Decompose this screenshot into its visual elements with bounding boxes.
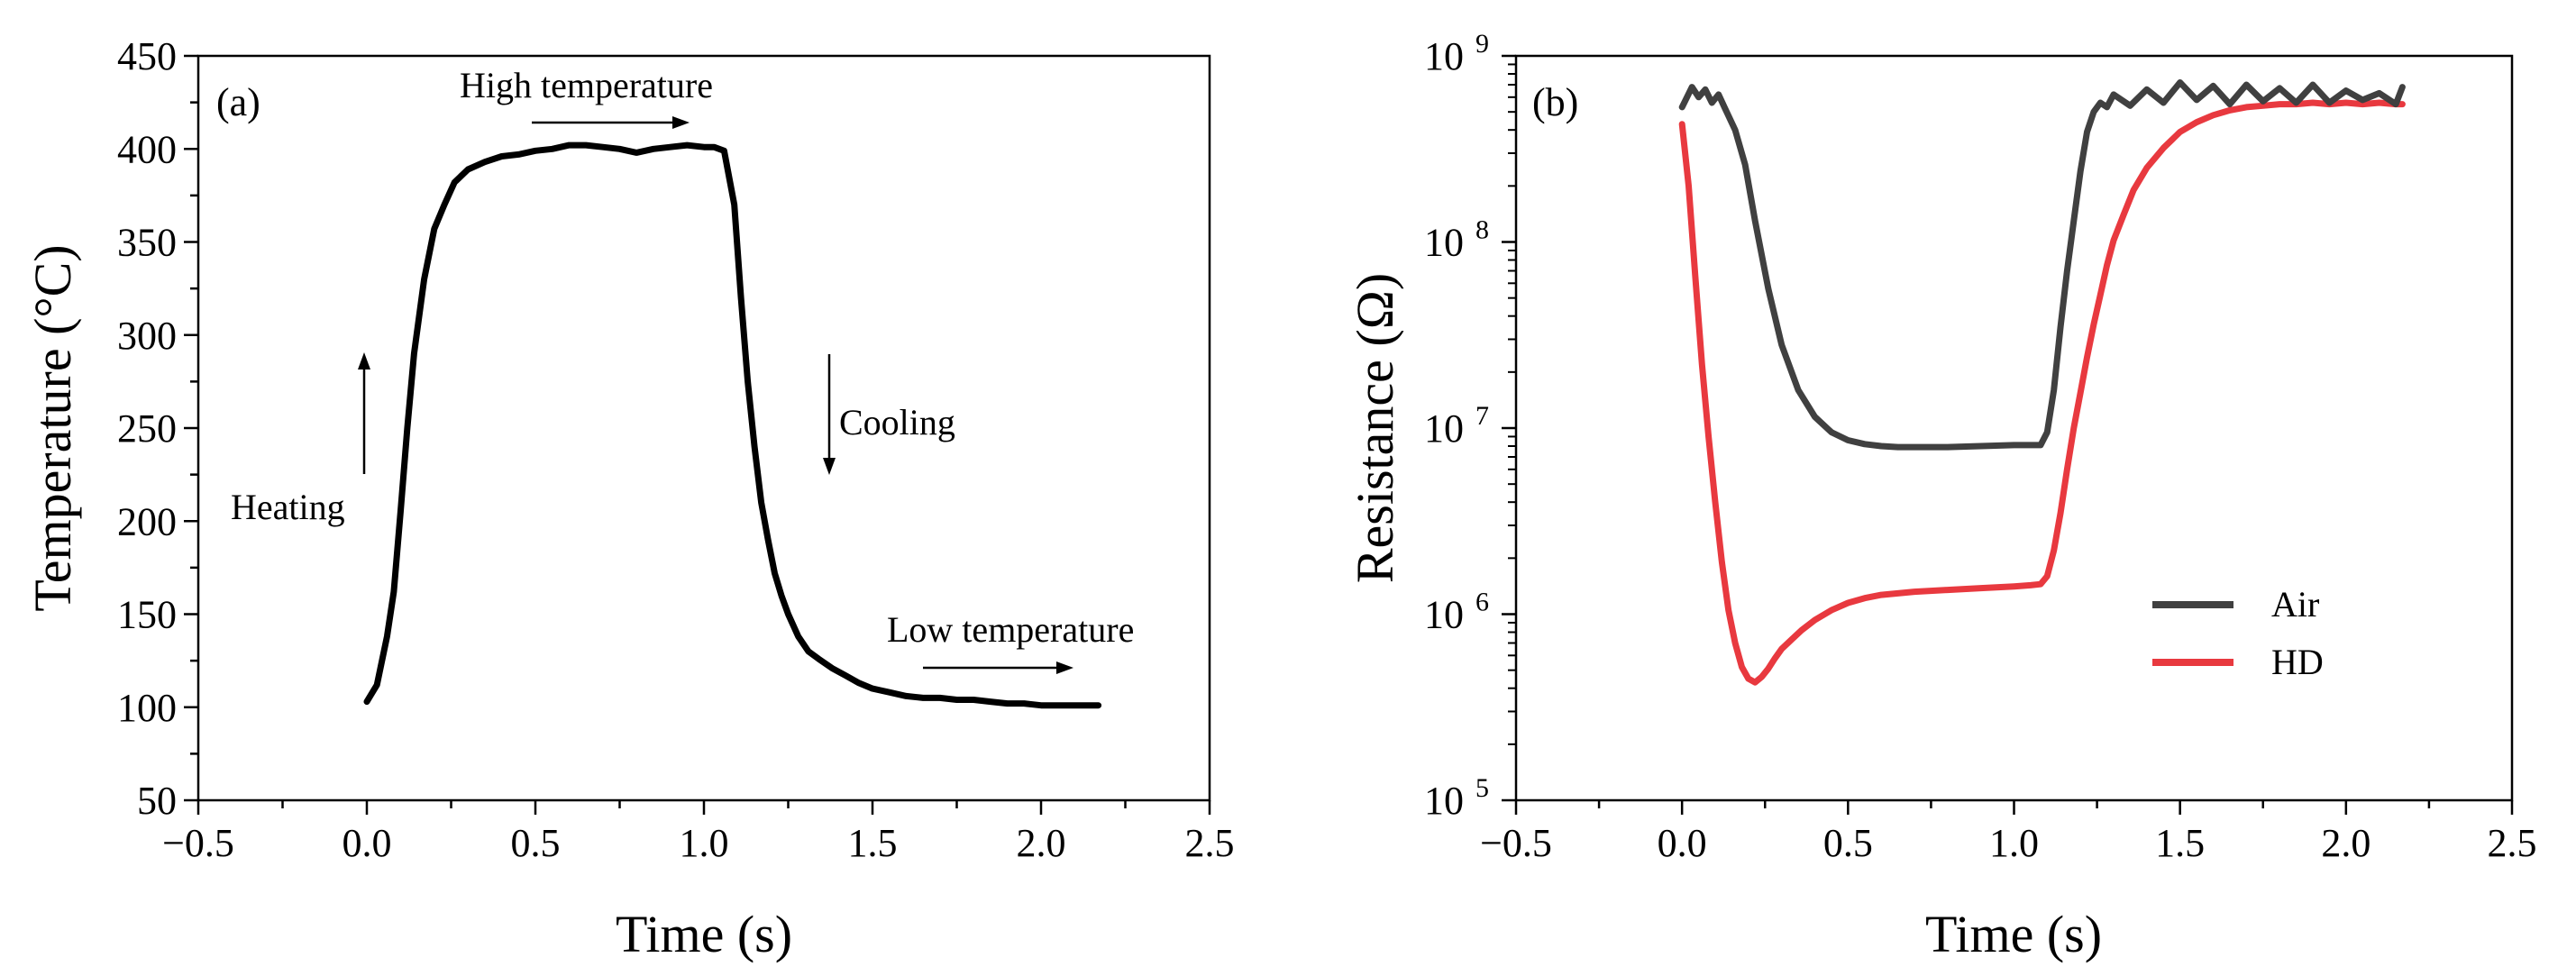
panel-a-x-tick-label: 0.0: [343, 821, 392, 865]
legend-item-air: Air: [2152, 584, 2319, 625]
panel-b-label: (b): [1532, 80, 1578, 124]
temperature-series-layer: [363, 141, 1102, 709]
panel-a-y-tick-label: 100: [117, 686, 177, 730]
series-line-air: [1678, 79, 2406, 451]
annotation-high-temperature: High temperature: [460, 65, 713, 105]
annotation-cooling: Cooling: [839, 402, 955, 442]
panel-b-y-tick-label: 10: [1424, 779, 1464, 823]
panel-a-y-tick-label: 200: [117, 499, 177, 543]
panel-b-x-axis-title: Time (s): [1925, 905, 2102, 963]
legend-label-hd: HD: [2271, 642, 2324, 682]
annotation-low-temperature: Low temperature: [887, 609, 1134, 650]
panel-b-x-tick-label: 0.5: [1823, 821, 1873, 865]
panel-b-x-tick-label: −0.5: [1480, 821, 1552, 865]
panel-b-y-tick-label: 10: [1424, 406, 1464, 451]
high-temperature-arrowhead: [672, 116, 690, 129]
panel-a-x-tick-label: 1.5: [848, 821, 898, 865]
panel-b-y-tick-exponent: 9: [1475, 29, 1489, 59]
panel-a-y-tick-label: 250: [117, 406, 177, 451]
panel-a-y-tick-label: 400: [117, 127, 177, 171]
panel-b-x-tick-label: 0.0: [1658, 821, 1707, 865]
panel-b-y-tick-exponent: 6: [1475, 588, 1489, 617]
panel-a-temperature-chart: −0.5 0.0 0.5 1.0 1.5 2.0 2.5 50 100 150 200 250 300 3…: [23, 34, 1235, 963]
panel-a-x-tick-label: 2.5: [1185, 821, 1235, 865]
series-line-hd: [1678, 99, 2406, 686]
panel-a-y-tick-label: 300: [117, 314, 177, 358]
panel-a-label: (a): [216, 80, 260, 124]
panel-b-x-tick-label: 1.0: [1989, 821, 2039, 865]
panel-b-y-tick-label: 10: [1424, 593, 1464, 637]
low-temperature-arrowhead: [1056, 661, 1073, 674]
panel-b-resistance-chart: −0.5 0.0 0.5 1.0 1.5 2.0 2.5 10 5 10 6 10 7 10 8 10 9 (b…: [1346, 29, 2537, 963]
panel-a-x-axis-title: Time (s): [616, 905, 792, 963]
panel-a-y-tick-label: 450: [117, 34, 177, 78]
panel-b-y-tick-label: 10: [1424, 34, 1464, 78]
panel-a-y-tick-label: 150: [117, 593, 177, 637]
panel-b-y-tick-exponent: 5: [1475, 773, 1489, 803]
panel-a-y-tick-label: 50: [137, 779, 177, 823]
panel-b-y-tick-exponent: 8: [1475, 215, 1489, 245]
cooling-arrowhead: [823, 458, 836, 475]
panel-b-y-axis-title: Resistance (Ω): [1346, 273, 1404, 583]
temperature-series-line: [363, 141, 1102, 709]
annotation-heating: Heating: [231, 487, 345, 527]
panel-a-x-tick-label: −0.5: [162, 821, 234, 865]
legend: Air HD: [2152, 584, 2324, 682]
panel-b-y-tick-label: 10: [1424, 221, 1464, 265]
panel-b-y-tick-exponent: 7: [1475, 401, 1489, 431]
panel-b-ticks: −0.5 0.0 0.5 1.0 1.5 2.0 2.5 10 5 10 6 10 7 10 8 10 9: [1424, 29, 2537, 865]
panel-b-x-tick-label: 1.5: [2155, 821, 2205, 865]
panel-a-ticks: −0.5 0.0 0.5 1.0 1.5 2.0 2.5 50 100 150 200 250 300 3…: [117, 34, 1235, 865]
panel-a-x-tick-label: 2.0: [1017, 821, 1066, 865]
resistance-series-layer: [1678, 79, 2406, 686]
panel-a-plot-frame: [196, 54, 1211, 802]
panel-b-x-tick-label: 2.0: [2321, 821, 2370, 865]
panel-a-x-tick-label: 1.0: [680, 821, 729, 865]
panel-a-y-axis-title: Temperature (°C): [23, 244, 82, 611]
panel-b-plot-frame: [1514, 54, 2514, 802]
legend-item-hd: HD: [2152, 642, 2324, 682]
legend-label-air: Air: [2271, 584, 2319, 625]
panel-b-x-tick-label: 2.5: [2488, 821, 2537, 865]
panel-a-x-tick-label: 0.5: [511, 821, 561, 865]
panel-a-y-tick-label: 350: [117, 221, 177, 265]
heating-arrowhead: [358, 352, 370, 369]
